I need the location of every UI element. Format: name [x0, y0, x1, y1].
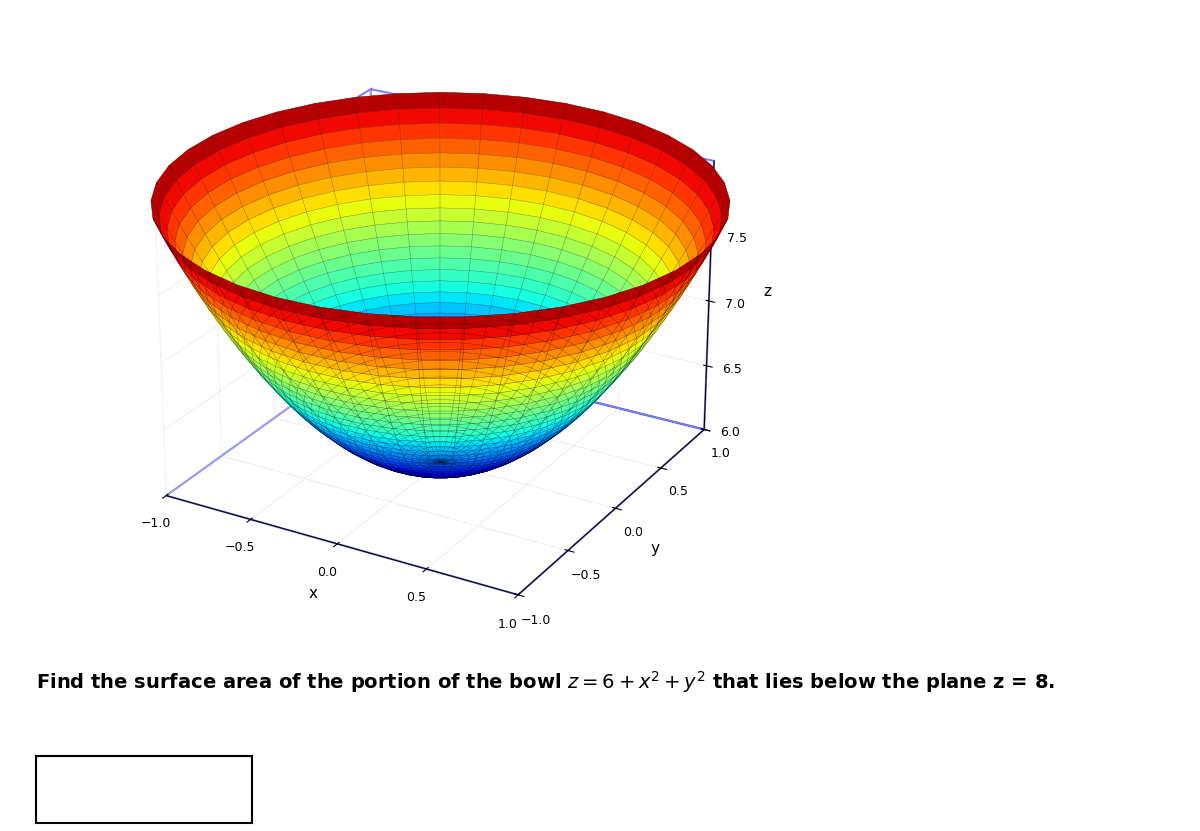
- X-axis label: x: x: [310, 586, 318, 601]
- Text: Find the surface area of the portion of the bowl $z = 6 + x^2 + y^2$ that lies b: Find the surface area of the portion of …: [36, 669, 1055, 695]
- Y-axis label: y: y: [650, 541, 659, 556]
